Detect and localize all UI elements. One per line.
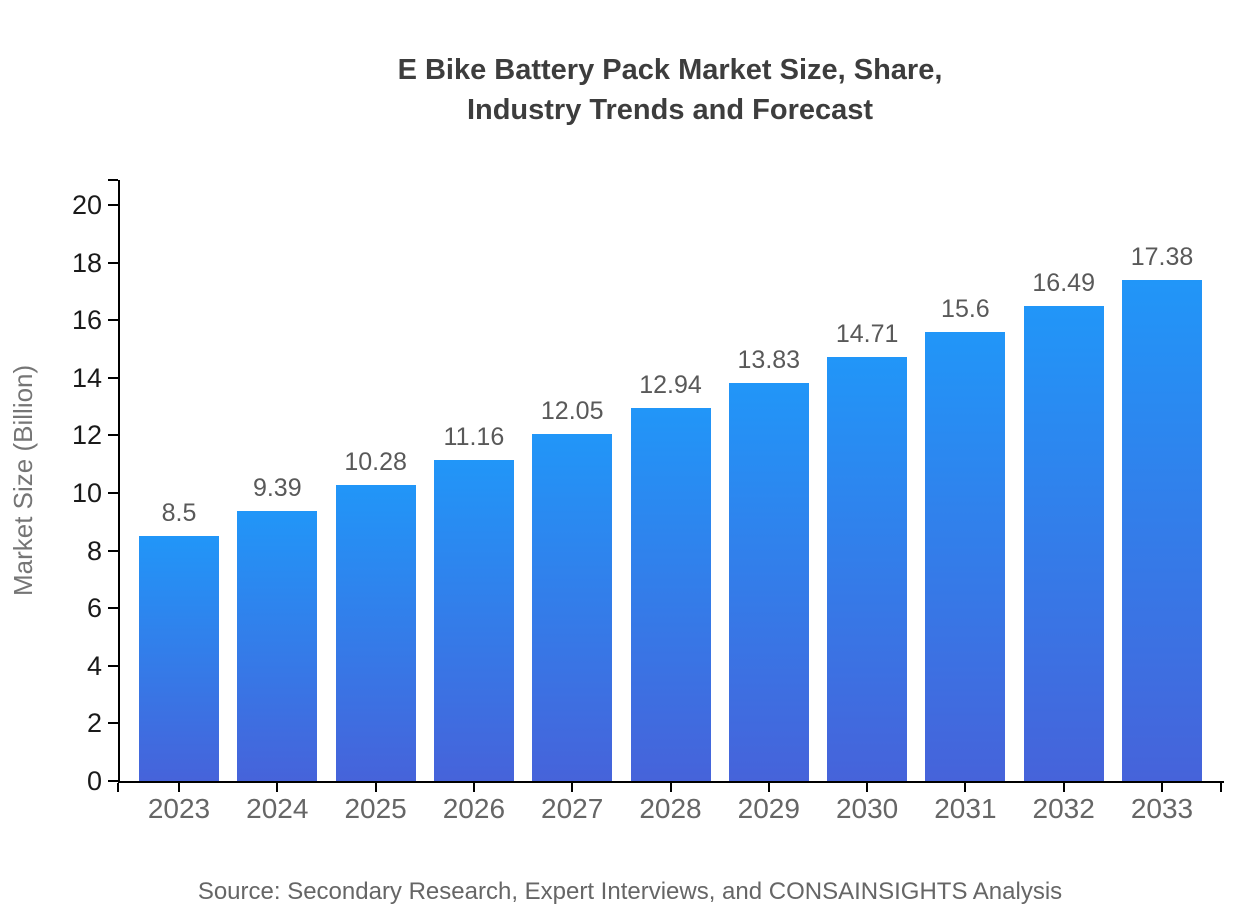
y-axis-tick-label: 16: [71, 305, 102, 336]
bar: [827, 357, 908, 781]
x-axis-tick-label: 2025: [344, 793, 407, 824]
y-axis-tick-label: 20: [71, 190, 102, 220]
bar-value-label: 15.6: [941, 294, 990, 323]
y-axis-tick-label: 6: [86, 593, 102, 624]
bar: [1023, 306, 1104, 781]
bar-value-label: 8.5: [161, 499, 197, 528]
y-axis-tick: [108, 664, 118, 667]
y-axis-tick: [108, 607, 118, 610]
y-axis-end-tick: [108, 179, 118, 181]
x-axis-tick: [866, 783, 869, 792]
x-axis-tick-label: 2026: [442, 793, 506, 824]
y-axis-tick-label: 2: [86, 708, 102, 739]
x-axis-tick: [767, 783, 770, 792]
x-axis-end-tick: [1220, 783, 1222, 792]
bar: [630, 408, 711, 781]
source-caption: Source: Secondary Research, Expert Inter…: [197, 878, 1063, 905]
bar: [335, 484, 416, 781]
y-axis-tick: [108, 549, 118, 552]
y-axis-tick: [108, 722, 118, 725]
bar-value-label: 17.38: [1130, 243, 1194, 272]
x-axis-start-tick: [117, 783, 119, 792]
y-axis-tick-label: 18: [71, 247, 102, 278]
bar-value-label: 16.49: [1032, 269, 1095, 298]
bar: [532, 433, 613, 781]
bar: [237, 510, 318, 781]
x-axis-tick: [374, 783, 377, 792]
x-axis-tick: [1062, 783, 1065, 792]
y-axis-tick: [108, 204, 118, 206]
y-axis-tick-label: 10: [71, 478, 102, 508]
x-axis-tick: [276, 783, 279, 792]
y-axis-tick: [108, 376, 118, 379]
chart-title-line1: E Bike Battery Pack Market Size, Share,: [397, 54, 943, 86]
y-axis-tick-label: 4: [86, 650, 102, 681]
bar-value-label: 12.05: [540, 396, 604, 425]
bar: [1122, 280, 1202, 781]
y-axis-tick-label: 14: [71, 362, 102, 393]
x-axis-tick-label: 2029: [737, 793, 800, 824]
y-axis-tick-label: 12: [71, 420, 102, 451]
x-axis-tick-label: 2024: [246, 793, 309, 824]
bar-value-label: 13.83: [737, 345, 801, 374]
x-axis-tick: [1161, 783, 1163, 792]
bar-value-label: 12.94: [639, 371, 702, 400]
x-axis-tick: [571, 783, 574, 792]
chart-title: E Bike Battery Pack Market Size, Share, …: [170, 50, 1170, 130]
x-axis-tick-label: 2030: [835, 793, 899, 824]
chart-title-line2: Industry Trends and Forecast: [466, 94, 874, 126]
x-axis-tick-label: 2032: [1032, 793, 1095, 824]
bar: [925, 331, 1006, 781]
x-axis-tick: [472, 783, 475, 792]
y-axis-tick: [108, 434, 118, 437]
bar: [728, 382, 809, 781]
x-axis-tick-label: 2028: [639, 793, 702, 824]
y-axis-tick-label: 0: [86, 766, 102, 796]
y-axis-tick-label: 8: [86, 535, 102, 566]
bar-value-label: 9.39: [252, 473, 302, 502]
x-axis-tick-label: 2027: [541, 793, 604, 824]
x-axis-tick: [669, 783, 672, 792]
x-axis-tick-label: 2031: [934, 793, 997, 824]
x-axis-tick: [178, 783, 180, 792]
y-axis-tick: [108, 319, 118, 322]
y-axis-tick: [108, 780, 118, 782]
x-axis-tick-label: 2033: [1130, 793, 1194, 824]
plot-area: [118, 180, 1224, 783]
bar-value-label: 10.28: [344, 447, 407, 476]
bar-value-label: 11.16: [443, 422, 505, 451]
y-axis-tick: [108, 261, 118, 264]
bar: [433, 459, 514, 781]
x-axis-tick-label: 2023: [147, 793, 211, 824]
bar: [139, 536, 219, 781]
bar-value-label: 14.71: [835, 320, 899, 349]
y-axis-tick: [108, 492, 118, 494]
x-axis-tick: [964, 783, 967, 792]
